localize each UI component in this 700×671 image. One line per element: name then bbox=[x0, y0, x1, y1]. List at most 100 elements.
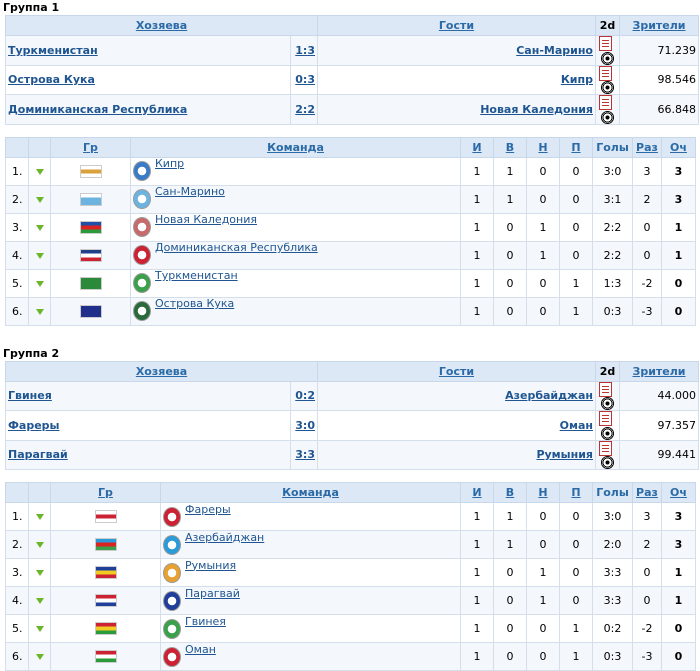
played-value: 1 bbox=[460, 530, 494, 559]
home-team-link[interactable]: Доминиканская Республика bbox=[8, 102, 188, 116]
arrow-down-icon bbox=[35, 280, 44, 287]
match-score-link[interactable]: 1:3 bbox=[295, 43, 315, 57]
team-crest-icon bbox=[163, 562, 181, 583]
group-column-header[interactable]: Гр bbox=[50, 482, 161, 503]
team-link[interactable]: Азербайджан bbox=[185, 530, 265, 544]
match-score-link[interactable]: 0:3 bbox=[295, 73, 315, 87]
standings-row: 2. Сан-Марино 1 1 0 0 3:1 2 3 bbox=[5, 184, 696, 214]
diff-value: -3 bbox=[632, 642, 662, 671]
diff-value: 2 bbox=[632, 530, 662, 559]
lost-value: 0 bbox=[559, 240, 593, 270]
away-team-cell: Новая Каледония bbox=[317, 94, 596, 125]
away-team-link[interactable]: Кипр bbox=[560, 73, 593, 87]
match-score-link[interactable]: 2:2 bbox=[295, 102, 315, 116]
home-column-header[interactable]: Хозяева bbox=[5, 360, 318, 382]
lost-column-header[interactable]: П bbox=[559, 136, 593, 158]
team-crest-icon bbox=[163, 534, 181, 555]
team-link[interactable]: Доминиканская Республика bbox=[155, 241, 318, 254]
notepad-icon[interactable] bbox=[599, 65, 612, 81]
team-link[interactable]: Кипр bbox=[155, 157, 185, 170]
played-value: 1 bbox=[460, 296, 494, 326]
points-column-header[interactable]: Оч bbox=[661, 136, 696, 158]
flag-cell bbox=[50, 268, 131, 298]
lost-column-header[interactable]: П bbox=[559, 482, 593, 503]
away-column-header[interactable]: Гости bbox=[317, 360, 596, 382]
notepad-icon[interactable] bbox=[599, 95, 612, 110]
away-team-link[interactable]: Новая Каледония bbox=[480, 102, 593, 116]
won-column-header[interactable]: В bbox=[493, 136, 527, 158]
football-icon[interactable] bbox=[601, 51, 614, 65]
home-team-link[interactable]: Гвинея bbox=[8, 389, 52, 403]
diff-value: 2 bbox=[632, 184, 662, 214]
team-link[interactable]: Оман bbox=[185, 642, 216, 656]
team-column-header[interactable]: Команда bbox=[130, 136, 461, 158]
match-score-link[interactable]: 3:3 bbox=[295, 448, 315, 462]
position-column-header bbox=[5, 482, 29, 503]
team-link[interactable]: Фареры bbox=[185, 502, 231, 516]
won-column-header[interactable]: В bbox=[493, 482, 527, 503]
home-team-link[interactable]: Туркменистан bbox=[8, 43, 98, 57]
played-column-header[interactable]: И bbox=[460, 482, 494, 503]
team-crest-icon bbox=[133, 161, 151, 181]
diff-value: 0 bbox=[632, 240, 662, 270]
drawn-value: 0 bbox=[526, 268, 560, 298]
football-icon[interactable] bbox=[601, 456, 614, 469]
away-team-link[interactable]: Румыния bbox=[536, 448, 593, 462]
team-link[interactable]: Парагвай bbox=[185, 586, 240, 600]
home-column-header[interactable]: Хозяева bbox=[5, 15, 318, 36]
football-icon[interactable] bbox=[601, 397, 614, 410]
team-link[interactable]: Острова Кука bbox=[155, 297, 235, 310]
notepad-icon[interactable] bbox=[599, 411, 612, 426]
goals-value: 0:3 bbox=[592, 642, 633, 671]
away-team-link[interactable]: Оман bbox=[559, 418, 593, 432]
drawn-column-header[interactable]: Н bbox=[526, 136, 560, 158]
drawn-column-header[interactable]: Н bbox=[526, 482, 560, 503]
diff-value: -2 bbox=[632, 268, 662, 298]
drawn-value: 1 bbox=[526, 558, 560, 587]
away-column-header[interactable]: Гости bbox=[317, 15, 596, 36]
away-team-link[interactable]: Сан-Марино bbox=[516, 43, 593, 57]
team-link[interactable]: Сан-Марино bbox=[155, 185, 225, 198]
team-link[interactable]: Туркменистан bbox=[155, 269, 238, 282]
arrow-down-icon bbox=[35, 252, 44, 259]
diff-column-header[interactable]: Раз bbox=[632, 136, 662, 158]
match-icons-cell bbox=[595, 410, 620, 441]
home-team-cell: Гвинея bbox=[5, 380, 291, 411]
match-score-link[interactable]: 0:2 bbox=[295, 389, 315, 403]
notepad-icon[interactable] bbox=[599, 36, 612, 51]
notepad-icon[interactable] bbox=[599, 381, 612, 397]
team-link[interactable]: Гвинея bbox=[185, 614, 226, 628]
match-row: Острова Кука 0:3 Кипр 98.546 bbox=[5, 64, 699, 95]
trend-cell bbox=[28, 530, 51, 559]
diff-value: 0 bbox=[632, 586, 662, 615]
played-value: 1 bbox=[460, 558, 494, 587]
football-icon[interactable] bbox=[601, 426, 614, 440]
home-team-link[interactable]: Острова Кука bbox=[8, 73, 95, 87]
score-cell: 0:3 bbox=[290, 64, 318, 95]
team-column-header[interactable]: Команда bbox=[160, 482, 461, 503]
football-icon[interactable] bbox=[601, 81, 614, 94]
group-column-header[interactable]: Гр bbox=[50, 136, 131, 158]
team-link[interactable]: Новая Каледония bbox=[155, 213, 257, 226]
match-row: Парагвай 3:3 Румыния 99.441 bbox=[5, 439, 699, 470]
home-team-link[interactable]: Парагвай bbox=[8, 448, 68, 462]
flag-icon bbox=[79, 276, 102, 290]
flag-cell bbox=[50, 240, 131, 270]
points-column-header[interactable]: Оч bbox=[661, 482, 696, 503]
team-link[interactable]: Румыния bbox=[185, 558, 237, 572]
spectators-column-header[interactable]: Зрители bbox=[619, 15, 699, 36]
played-column-header[interactable]: И bbox=[460, 136, 494, 158]
away-team-link[interactable]: Азербайджан bbox=[505, 389, 593, 403]
match-score-link[interactable]: 3:0 bbox=[295, 418, 315, 432]
group-spacer bbox=[0, 326, 700, 346]
home-team-link[interactable]: Фареры bbox=[8, 418, 60, 432]
spectators-column-header[interactable]: Зрители bbox=[619, 360, 699, 382]
diff-column-header[interactable]: Раз bbox=[632, 482, 662, 503]
football-icon[interactable] bbox=[601, 110, 614, 124]
score-cell: 2:2 bbox=[290, 94, 318, 125]
notepad-icon[interactable] bbox=[599, 440, 612, 456]
arrow-down-icon bbox=[35, 626, 44, 632]
matches-header-row: Хозяева Гости 2d Зрители bbox=[5, 360, 699, 382]
won-value: 1 bbox=[493, 184, 527, 214]
